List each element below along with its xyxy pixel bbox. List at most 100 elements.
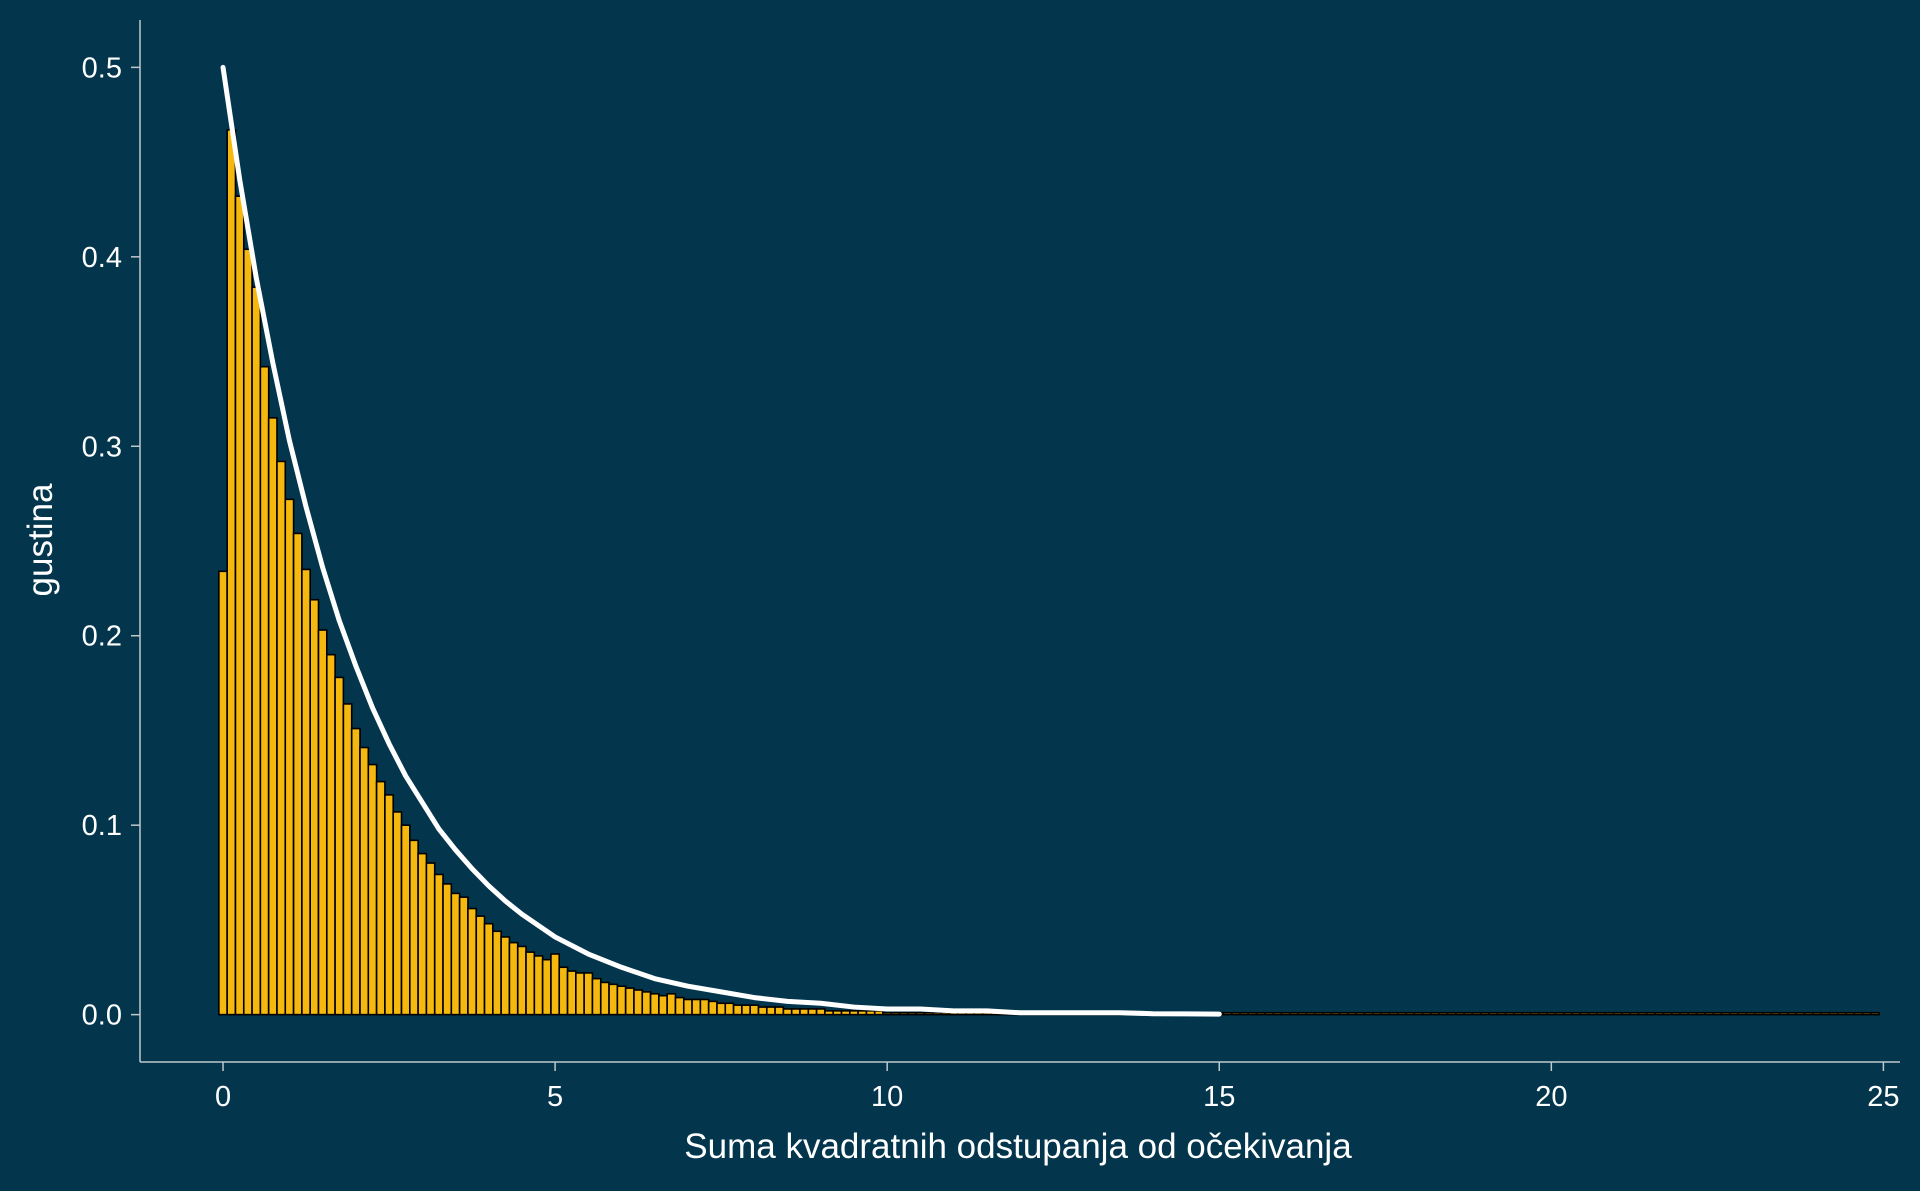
histogram-bar	[1396, 1011, 1407, 1016]
histogram-bar	[1828, 1011, 1839, 1016]
histogram-bar	[1496, 1011, 1507, 1016]
histogram-bar	[1795, 1011, 1806, 1016]
histogram-bar	[1272, 1011, 1283, 1016]
y-tick-label: 0.2	[82, 621, 122, 653]
histogram-bar	[699, 998, 710, 1016]
histogram-bar	[1313, 1011, 1324, 1016]
x-axis-ticks: 0 5 10 15 20 25	[215, 1062, 1900, 1113]
histogram-bar	[882, 1011, 893, 1016]
histogram-bar	[915, 1011, 926, 1016]
histogram-bar	[392, 811, 403, 1016]
histogram-bar	[1662, 1011, 1673, 1016]
histogram-bar	[301, 568, 311, 1016]
histogram-bar	[566, 970, 577, 1016]
histogram-bar	[442, 883, 453, 1016]
histogram-bar	[616, 985, 627, 1016]
histogram-bars	[218, 129, 1881, 1016]
histogram-bar	[1596, 1011, 1607, 1016]
histogram-bar	[425, 862, 436, 1016]
histogram-bar	[218, 570, 228, 1016]
histogram-bar	[1836, 1011, 1847, 1016]
histogram-bar	[575, 972, 585, 1016]
histogram-bar	[757, 1006, 768, 1016]
x-axis-label: Suma kvadratnih odstupanja od očekivanja	[684, 1127, 1352, 1166]
histogram-bar	[500, 936, 511, 1016]
y-tick-label: 0.3	[82, 431, 122, 463]
histogram-bar	[226, 129, 237, 1016]
histogram-bar	[749, 1004, 760, 1016]
histogram-bar	[1654, 1011, 1665, 1016]
histogram-bar	[591, 977, 602, 1016]
histogram-bar	[1380, 1011, 1391, 1016]
histogram-bar	[1670, 1011, 1681, 1016]
histogram-bar	[1247, 1011, 1258, 1016]
histogram-bar	[558, 966, 569, 1016]
histogram-bar	[1438, 1011, 1449, 1016]
x-tick-label: 25	[1867, 1081, 1899, 1113]
histogram-bar	[1629, 1011, 1640, 1016]
histogram-bar	[1322, 1011, 1333, 1016]
histogram-bar	[1546, 1011, 1557, 1016]
histogram-bar	[1538, 1011, 1548, 1016]
histogram-bar	[1446, 1011, 1457, 1016]
histogram-bar	[1297, 1011, 1308, 1016]
histogram-bar	[907, 1011, 918, 1016]
x-tick-label: 10	[871, 1081, 903, 1113]
histogram-bar	[890, 1011, 901, 1016]
histogram-bar	[1479, 1011, 1490, 1016]
histogram-bar	[1388, 1011, 1399, 1016]
histogram-bar	[1695, 1011, 1706, 1016]
histogram-bar	[400, 824, 411, 1016]
histogram-bar	[1579, 1011, 1590, 1016]
histogram-bar	[1513, 1011, 1524, 1016]
histogram-bar	[799, 1008, 810, 1016]
histogram-bar	[898, 1011, 909, 1016]
histogram-bar	[1753, 1011, 1764, 1016]
histogram-bar	[450, 892, 461, 1016]
histogram-bar	[1239, 1011, 1250, 1016]
density-curve	[220, 64, 1222, 1017]
histogram-bar	[1554, 1011, 1565, 1016]
histogram-bar	[1413, 1011, 1424, 1016]
histogram-bar	[325, 653, 336, 1016]
histogram-bar	[267, 417, 278, 1016]
x-tick-label: 15	[1203, 1081, 1235, 1113]
histogram-bar	[1778, 1011, 1789, 1016]
histogram-bar	[857, 1010, 868, 1016]
x-tick-label: 20	[1535, 1081, 1567, 1113]
histogram-bar	[1347, 1011, 1358, 1016]
histogram-bar	[284, 498, 295, 1016]
histogram-bar	[1645, 1011, 1656, 1016]
histogram-bar	[384, 794, 395, 1016]
histogram-bar	[1612, 1011, 1623, 1016]
histogram-bar	[732, 1004, 743, 1016]
histogram-bar	[1222, 1011, 1233, 1016]
histogram-bar	[433, 873, 444, 1016]
histogram-bar	[1687, 1011, 1698, 1016]
y-tick-label: 0.1	[82, 810, 122, 842]
histogram-bar	[1803, 1011, 1814, 1016]
x-tick-label: 0	[215, 1081, 231, 1113]
histogram-bar	[1571, 1011, 1582, 1016]
histogram-bar	[1463, 1011, 1474, 1016]
histogram-bar	[815, 1008, 826, 1016]
histogram-bar	[608, 983, 619, 1016]
histogram-bar	[1762, 1011, 1773, 1016]
histogram-bar	[1529, 1011, 1540, 1016]
histogram-bar	[467, 907, 478, 1016]
histogram-bar	[342, 703, 353, 1016]
histogram-bar	[1264, 1011, 1275, 1016]
histogram-bar	[1338, 1011, 1349, 1016]
histogram-bar	[475, 915, 486, 1016]
histogram-bar	[1729, 1011, 1739, 1016]
histogram-bar	[1280, 1011, 1291, 1016]
histogram-bar	[1737, 1011, 1748, 1016]
histogram-bar	[350, 727, 361, 1016]
histogram-bar	[824, 1010, 835, 1016]
histogram-bar	[359, 746, 370, 1016]
histogram-bar	[832, 1010, 843, 1016]
histogram-bar	[790, 1008, 801, 1016]
histogram-bar	[865, 1010, 876, 1016]
histogram-bar	[1405, 1011, 1416, 1016]
